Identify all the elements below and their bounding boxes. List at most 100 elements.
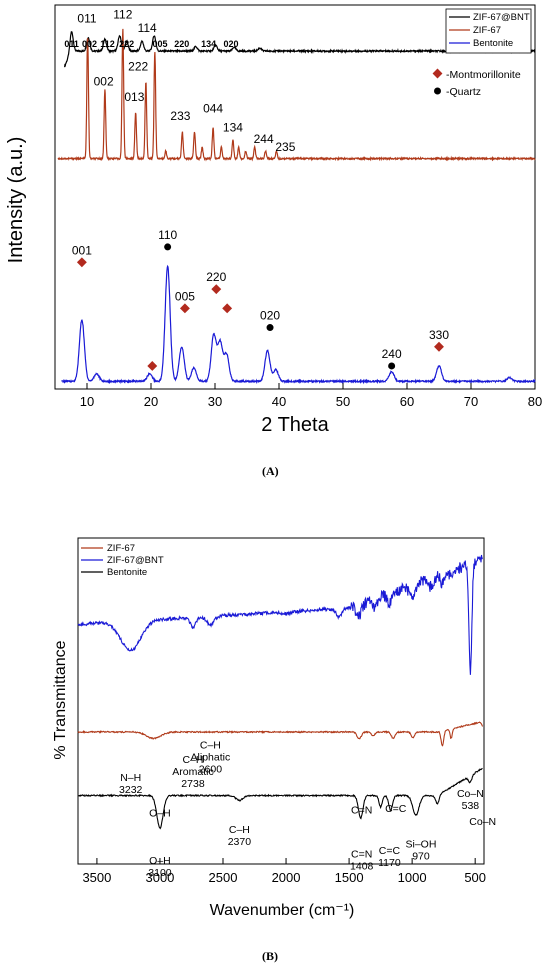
quartz-legend-label: -Quartz — [446, 86, 481, 98]
a-peak-label-zif67-114: 114 — [138, 21, 157, 35]
b-band-annotation: Co–N — [457, 788, 484, 800]
b-band-annotation: O–H — [149, 808, 171, 820]
panel-b-frame — [77, 537, 485, 865]
panel-b-legend: ZIF-67 ZIF-67@BNT Bentonite — [81, 543, 164, 578]
a-tick-label-10: 10 — [80, 394, 94, 409]
panel-a-legend-box — [445, 8, 532, 54]
a-peak-label-bnt-020: 020 — [223, 39, 238, 49]
panel-b-y-axis-title: % Transmittance — [52, 640, 69, 759]
legend-b-label-2: ZIF-67@BNT — [107, 555, 164, 566]
panel-a-frame — [54, 4, 536, 390]
legend-b-label-1: ZIF-67 — [107, 543, 135, 554]
b-band-annotation: C–H — [182, 754, 203, 766]
legend-b-label-3: Bentonite — [107, 567, 147, 578]
a-peak-label-bentonite-330: 330 — [429, 328, 449, 342]
b-band-annotation: C–H — [229, 824, 250, 836]
panel-b-annotations: N–H3232C–HAromatic2738C–HAliphatic2600Co… — [119, 739, 496, 879]
b-band-annotation: C–H — [200, 739, 221, 751]
a-peak-label-bentonite-001: 001 — [72, 243, 92, 257]
legend-a-label-1: ZIF-67@BNT — [473, 12, 530, 23]
b-band-annotation: 538 — [462, 800, 480, 812]
panel-a-x-axis-title: 2 Theta — [261, 414, 329, 436]
a-tick-label-70: 70 — [464, 394, 478, 409]
b-band-annotation: C=N — [351, 804, 372, 816]
montmorillonite-marker-icon — [147, 361, 158, 371]
a-peak-label-bentonite-220: 220 — [206, 270, 226, 284]
b-tick-label-500: 500 — [464, 870, 486, 885]
a-peak-label-zif67-011: 011 — [77, 11, 96, 25]
a-peak-label-zif67-235: 235 — [275, 140, 295, 154]
a-peak-label-bnt-005: 005 — [152, 39, 167, 49]
a-peak-label-zif67-244: 244 — [254, 132, 274, 146]
montmorillonite-marker-icon — [434, 341, 444, 352]
a-tick-label-80: 80 — [528, 394, 542, 409]
b-band-annotation: C=N — [351, 848, 372, 860]
montmorillonite-marker-icon — [76, 257, 87, 268]
montmorillonite-legend-icon — [432, 68, 443, 79]
panel-a-peak-labels: 011 002 112 222 005 220 134 0200110021121142220… — [64, 7, 449, 361]
b-tick-label-1500: 1500 — [335, 870, 364, 885]
a-peak-label-bnt-002: 002 — [82, 39, 97, 49]
a-peak-label-bnt-222: 222 — [119, 39, 134, 49]
a-peak-label-bnt-134: 134 — [201, 39, 216, 49]
a-peak-label-bentonite-240: 240 — [382, 347, 402, 361]
panel-a-x-ticks: 10 20 30 40 50 60 70 80 — [80, 383, 542, 409]
panel-a-series — [57, 28, 536, 385]
panel-a-phase-markers — [76, 243, 444, 371]
a-peak-label-zif67-013: 013 — [124, 90, 144, 104]
a-peak-label-zif67-222: 222 — [128, 59, 148, 73]
a-tick-label-30: 30 — [208, 394, 222, 409]
b-tick-label-3000: 3000 — [145, 870, 174, 885]
legend-a-label-2: ZIF-67 — [473, 25, 501, 36]
a-peak-label-bnt-011: 011 — [64, 39, 79, 49]
a-peak-label-bentonite-020: 020 — [260, 309, 280, 323]
a-peak-label-zif67-233: 233 — [170, 109, 190, 123]
legend-a-label-3: Bentonite — [473, 38, 513, 49]
panel-b: 3500 3000 2500 2000 1500 1000 500 N–H3232C–HAr… — [52, 537, 496, 963]
b-band-annotation: Aliphatic — [191, 751, 231, 763]
panel-a-y-axis-title: Intensity (a.u.) — [5, 137, 27, 264]
b-band-annotation: 3232 — [119, 784, 143, 796]
b-band-annotation: 1170 — [378, 857, 401, 869]
a-peak-label-bentonite-110: 110 — [158, 228, 177, 242]
a-peak-label-zif67-134: 134 — [223, 121, 243, 135]
b-series-line-bentonite — [77, 767, 483, 830]
b-series-line-zif-67-bnt — [77, 554, 484, 675]
panel-a: 10 20 30 40 50 60 70 80 011 002 112 222 005 220 134 02… — [5, 4, 542, 478]
montmorillonite-marker-icon — [222, 303, 233, 314]
b-band-annotation: O–H — [149, 855, 171, 867]
panel-a-marker-legend: -Montmorillonite -Quartz — [432, 68, 521, 98]
a-peak-label-bentonite-005: 005 — [175, 289, 195, 303]
panel-a-legend: ZIF-67@BNT ZIF-67 Bentonite — [445, 8, 532, 54]
b-band-annotation: C=C — [379, 845, 401, 857]
montmorillonite-marker-icon — [211, 284, 222, 295]
b-band-annotation: C=C — [385, 803, 407, 815]
a-tick-label-20: 20 — [144, 394, 158, 409]
panel-b-x-axis-title: Wavenumber (cm⁻¹) — [210, 902, 355, 919]
a-tick-label-50: 50 — [336, 394, 350, 409]
a-peak-label-bnt-220: 220 — [174, 39, 189, 49]
montmorillonite-legend-label: -Montmorillonite — [446, 69, 521, 81]
a-tick-label-40: 40 — [272, 394, 286, 409]
quartz-legend-icon — [434, 87, 441, 95]
b-band-annotation: 2600 — [199, 763, 223, 775]
panel-b-caption: (B) — [262, 949, 278, 963]
b-band-annotation: Si–OH — [405, 839, 436, 851]
panel-b-x-ticks: 3500 3000 2500 2000 1500 1000 500 — [82, 858, 486, 885]
b-tick-label-2500: 2500 — [209, 870, 238, 885]
panel-a-caption: (A) — [262, 464, 279, 478]
b-band-annotation: 3100 — [148, 867, 172, 879]
quartz-marker-icon — [388, 362, 396, 370]
quartz-marker-icon — [164, 243, 172, 251]
b-tick-label-2000: 2000 — [272, 870, 301, 885]
quartz-marker-icon — [266, 324, 274, 332]
a-series-line-zif-67 — [57, 28, 536, 162]
b-band-annotation: Aromatic — [172, 766, 213, 778]
b-band-annotation: 2370 — [228, 836, 252, 848]
b-band-annotation: 1408 — [350, 860, 374, 872]
a-peak-label-zif67-112: 112 — [113, 7, 132, 21]
b-band-annotation: N–H — [120, 772, 141, 784]
b-band-annotation: 2738 — [181, 778, 205, 790]
b-tick-label-1000: 1000 — [398, 870, 427, 885]
